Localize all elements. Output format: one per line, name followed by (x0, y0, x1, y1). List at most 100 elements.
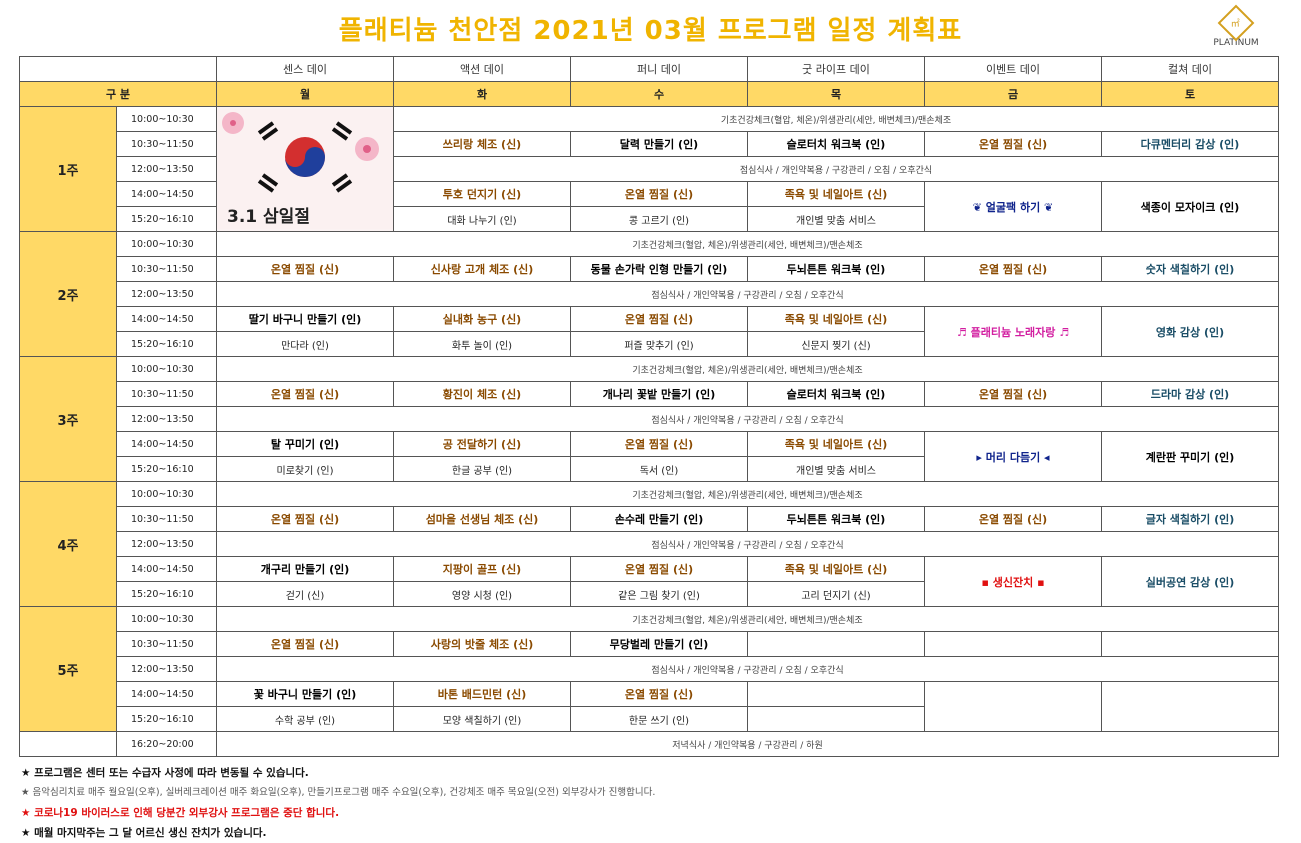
holiday-flag-icon (217, 109, 393, 229)
week-label: 3주 (19, 356, 117, 482)
holiday-image: 3.1 삼일절 (216, 106, 394, 232)
time-slot: 14:00~14:50 (116, 681, 217, 707)
daily-checkup: 기초건강체크(혈압, 체온)/위생관리(세안, 배변체크)/맨손체조 (216, 481, 1279, 507)
program-cell: 실내화 농구 (신) (393, 306, 571, 332)
time-slot: 15:20~16:10 (116, 331, 217, 357)
program-cell (747, 681, 925, 707)
time-slot: 16:20~20:00 (116, 731, 217, 757)
program-cell: 온열 찜질 (신) (216, 631, 394, 657)
lunch-routine: 점심식사 / 개인약복용 / 구강관리 / 오침 / 오후간식 (216, 406, 1279, 432)
lunch-routine: 점심식사 / 개인약복용 / 구강관리 / 오침 / 오후간식 (393, 156, 1279, 182)
evening-routine: 저녁식사 / 개인약복용 / 구강관리 / 하원 (216, 731, 1279, 757)
time-slot: 14:00~14:50 (116, 306, 217, 332)
day-theme: 액션 데이 (393, 56, 571, 82)
program-cell: 온열 찜질 (신) (924, 506, 1102, 532)
friday-event (924, 681, 1102, 732)
logo-mark-icon: ㎡ (1217, 4, 1255, 42)
time-slot: 14:00~14:50 (116, 556, 217, 582)
time-slot: 15:20~16:10 (116, 206, 217, 232)
program-cell: 두뇌튼튼 워크북 (인) (747, 256, 925, 282)
program-cell: 투호 던지기 (신) (393, 181, 571, 207)
note-4: ★ 매월 마지막주는 그 달 어르신 생신 잔치가 있습니다. (21, 827, 267, 839)
program-cell: 온열 찜질 (신) (570, 306, 748, 332)
time-slot: 12:00~13:50 (116, 281, 217, 307)
evening-blank (19, 731, 117, 757)
lunch-routine: 점심식사 / 개인약복용 / 구강관리 / 오침 / 오후간식 (216, 531, 1279, 557)
program-cell: 바톤 배드민턴 (신) (393, 681, 571, 707)
time-slot: 15:20~16:10 (116, 456, 217, 482)
program-cell: 달력 만들기 (인) (570, 131, 748, 157)
lunch-routine: 점심식사 / 개인약복용 / 구강관리 / 오침 / 오후간식 (216, 281, 1279, 307)
program-cell: 콩 고르기 (인) (570, 206, 748, 232)
header-day: 월 (216, 81, 394, 107)
friday-event: ❦ 얼굴팩 하기 ❦ (924, 181, 1102, 232)
day-theme: 퍼니 데이 (570, 56, 748, 82)
saturday-program: 계란판 꾸미기 (인) (1101, 431, 1279, 482)
daily-checkup: 기초건강체크(혈압, 체온)/위생관리(세안, 배변체크)/맨손체조 (216, 356, 1279, 382)
day-theme: 센스 데이 (216, 56, 394, 82)
program-cell: 미로찾기 (인) (216, 456, 394, 482)
day-theme: 이벤트 데이 (924, 56, 1102, 82)
program-cell: 온열 찜질 (신) (570, 681, 748, 707)
header-day: 목 (747, 81, 925, 107)
friday-event: ▪ 생신잔치 ▪ (924, 556, 1102, 607)
daily-checkup: 기초건강체크(혈압, 체온)/위생관리(세안, 배변체크)/맨손체조 (216, 231, 1279, 257)
time-slot: 10:30~11:50 (116, 256, 217, 282)
program-cell: 동물 손가락 인형 만들기 (인) (570, 256, 748, 282)
program-cell: 온열 찜질 (신) (570, 431, 748, 457)
time-slot: 10:30~11:50 (116, 381, 217, 407)
week-label: 4주 (19, 481, 117, 607)
header-day: 수 (570, 81, 748, 107)
program-cell: 탈 꾸미기 (인) (216, 431, 394, 457)
week-label: 2주 (19, 231, 117, 357)
note-3: ★ 코로나19 바이러스로 인해 당분간 외부강사 프로그램은 중단 합니다. (21, 807, 340, 819)
program-cell: 꽃 바구니 만들기 (인) (216, 681, 394, 707)
page-title: 플래티늄 천안점 2021년 03월 프로그램 일정 계획표 (338, 16, 963, 46)
time-slot: 10:00~10:30 (116, 356, 217, 382)
blank-corner (19, 56, 217, 82)
program-cell: 신사랑 고개 체조 (신) (393, 256, 571, 282)
platinum-logo: ㎡ PLATINUM (1206, 4, 1266, 48)
lunch-routine: 점심식사 / 개인약복용 / 구강관리 / 오침 / 오후간식 (216, 656, 1279, 682)
daily-checkup: 기초건강체크(혈압, 체온)/위생관리(세안, 배변체크)/맨손체조 (393, 106, 1279, 132)
program-cell: 온열 찜질 (신) (570, 556, 748, 582)
week-label: 1주 (19, 106, 117, 232)
saturday-program: 색종이 모자이크 (인) (1101, 181, 1279, 232)
program-cell: 다큐멘터리 감상 (인) (1101, 131, 1279, 157)
friday-event: ▸ 머리 다듬기 ◂ (924, 431, 1102, 482)
day-theme: 컬쳐 데이 (1101, 56, 1279, 82)
time-slot: 10:30~11:50 (116, 631, 217, 657)
program-cell: 족욕 및 네일아트 (신) (747, 556, 925, 582)
program-cell: 지팡이 골프 (신) (393, 556, 571, 582)
time-slot: 14:00~14:50 (116, 181, 217, 207)
program-cell: 개인별 맞춤 서비스 (747, 206, 925, 232)
program-cell: 두뇌튼튼 워크북 (인) (747, 506, 925, 532)
program-cell: 손수레 만들기 (인) (570, 506, 748, 532)
saturday-program (1101, 681, 1279, 732)
program-cell: 공 전달하기 (신) (393, 431, 571, 457)
program-cell: 족욕 및 네일아트 (신) (747, 431, 925, 457)
time-slot: 10:00~10:30 (116, 481, 217, 507)
saturday-program: 실버공연 감상 (인) (1101, 556, 1279, 607)
note-2: ★ 음악심리치료 매주 월요일(오후), 실버레크레이션 매주 화요일(오후),… (21, 787, 656, 798)
time-slot: 12:00~13:50 (116, 531, 217, 557)
program-cell: 온열 찜질 (신) (570, 181, 748, 207)
saturday-program: 영화 감상 (인) (1101, 306, 1279, 357)
program-cell: 개구리 만들기 (인) (216, 556, 394, 582)
program-cell: 족욕 및 네일아트 (신) (747, 306, 925, 332)
program-cell: 사랑의 밧줄 체조 (신) (393, 631, 571, 657)
program-cell: 슬로터치 워크북 (인) (747, 381, 925, 407)
program-cell: 같은 그림 찾기 (인) (570, 581, 748, 607)
program-cell: 딸기 바구니 만들기 (인) (216, 306, 394, 332)
friday-event: ♬ 플래티늄 노래자랑 ♬ (924, 306, 1102, 357)
program-cell (924, 631, 1102, 657)
week-label: 5주 (19, 606, 117, 732)
time-slot: 10:00~10:30 (116, 231, 217, 257)
program-cell: 섬마을 선생님 체조 (신) (393, 506, 571, 532)
note-1: ★ 프로그램은 센터 또는 수급자 사정에 따라 변동될 수 있습니다. (21, 767, 309, 779)
program-cell: 온열 찜질 (신) (924, 256, 1102, 282)
header-day: 금 (924, 81, 1102, 107)
time-slot: 12:00~13:50 (116, 656, 217, 682)
program-cell: 모양 색칠하기 (인) (393, 706, 571, 732)
